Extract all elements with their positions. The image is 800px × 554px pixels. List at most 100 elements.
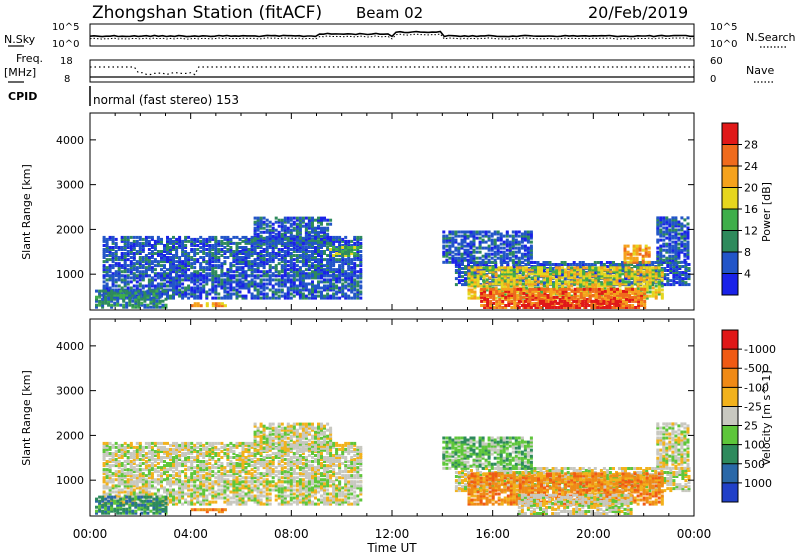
heatmap-cell [654, 288, 658, 292]
heatmap-cell [621, 272, 625, 276]
heatmap-cell [675, 269, 679, 272]
heatmap-cell [329, 266, 333, 270]
heatmap-cell [648, 263, 652, 266]
heatmap-cell [567, 280, 571, 284]
heatmap-cell [548, 263, 552, 266]
heatmap-cell [687, 283, 691, 287]
heatmap-cell [591, 280, 595, 284]
heatmap-cell [606, 270, 610, 274]
heatmap-cell [301, 258, 305, 262]
heatmap-cell [317, 264, 320, 268]
heatmap-cell [292, 282, 296, 286]
heatmap-cell [217, 250, 221, 253]
heatmap-cell [561, 270, 565, 274]
heatmap-cell [220, 304, 224, 308]
heatmap-cell [341, 274, 345, 278]
heatmap-cell [280, 218, 284, 222]
heatmap-cell [156, 274, 160, 278]
heatmap-cell [329, 238, 333, 242]
heatmap-cell [591, 278, 595, 282]
heatmap-cell [555, 268, 559, 272]
heatmap-cell [214, 272, 218, 276]
heatmap-cell [674, 252, 678, 256]
heatmap-cell [579, 280, 583, 284]
heatmap-cell [226, 278, 230, 282]
heatmap-cell [105, 250, 109, 253]
heatmap-cell [505, 254, 509, 258]
heatmap-cell [584, 304, 588, 307]
heatmap-cell [332, 294, 336, 298]
heatmap-cell [501, 291, 505, 295]
heatmap-cell [280, 290, 284, 294]
heatmap-cell [530, 284, 534, 288]
heatmap-cell [563, 306, 567, 309]
heatmap-cell [265, 258, 269, 262]
heatmap-cell [102, 254, 106, 257]
heatmap-cell [615, 270, 619, 274]
heatmap-cell [211, 246, 215, 249]
heatmap-cell [205, 266, 209, 270]
heatmap-cell [353, 296, 357, 300]
heatmap-cell [359, 264, 363, 268]
heatmap-cell [280, 260, 284, 264]
heatmap-cell [295, 250, 299, 253]
heatmap-cell [208, 250, 212, 253]
heatmap-cell [317, 282, 320, 286]
heatmap-cell [187, 256, 191, 259]
heatmap-cell [123, 280, 127, 284]
heatmap-cell [463, 244, 467, 248]
heatmap-cell [341, 292, 345, 296]
heatmap-cell [123, 248, 127, 251]
heatmap-cell [344, 258, 348, 262]
heatmap-cell [561, 280, 565, 284]
heatmap-cell [341, 272, 345, 276]
heatmap-cell [540, 274, 543, 278]
heatmap-cell [575, 275, 579, 279]
heatmap-cell [473, 268, 477, 272]
heatmap-cell [256, 284, 260, 288]
heatmap-cell [665, 226, 669, 230]
heatmap-cell [123, 239, 127, 243]
heatmap-cell [671, 234, 675, 238]
heatmap-cell [527, 263, 531, 266]
heatmap-cell [202, 268, 206, 272]
heatmap-cell [573, 274, 577, 278]
heatmap-cell [268, 230, 272, 234]
heatmap-cell [632, 260, 636, 264]
heatmap-cell [292, 222, 296, 226]
heatmap-cell [292, 242, 296, 246]
heatmap-cell [153, 284, 157, 288]
heatmap-cell [680, 260, 684, 264]
heatmap-cell [208, 288, 212, 292]
heatmap-cell [608, 301, 612, 305]
heatmap-cell [329, 258, 333, 262]
heatmap-cell [153, 239, 157, 243]
heatmap-cell [492, 295, 496, 299]
heatmap-cell [149, 289, 153, 293]
heatmap-cell [232, 264, 236, 268]
heatmap-cell [353, 244, 357, 247]
heatmap-cell [116, 297, 120, 301]
heatmap-cell [137, 305, 141, 309]
heatmap-cell [102, 250, 106, 253]
heatmap-cell [495, 289, 499, 293]
heatmap-cell [588, 297, 592, 301]
heatmap-cell [220, 302, 224, 306]
heatmap-cell [238, 256, 242, 259]
heatmap-cell [500, 284, 504, 288]
heatmap-cell [196, 248, 200, 251]
heatmap-cell [292, 272, 296, 276]
heatmap-cell [283, 264, 287, 268]
heatmap-cell [505, 244, 509, 248]
heatmap-cell [356, 276, 360, 280]
heatmap-cell [107, 299, 111, 303]
heatmap-cell [256, 294, 260, 298]
heatmap-cell [134, 299, 138, 303]
heatmap-cell [678, 277, 682, 281]
heatmap-cell [510, 299, 514, 303]
heatmap-cell [686, 242, 690, 246]
heatmap-cell [527, 268, 531, 272]
heatmap-cell [277, 288, 281, 292]
heatmap-cell [594, 282, 598, 286]
